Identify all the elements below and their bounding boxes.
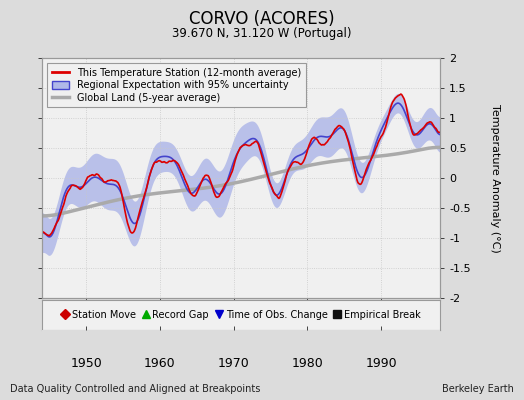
Text: 39.670 N, 31.120 W (Portugal): 39.670 N, 31.120 W (Portugal) — [172, 27, 352, 40]
Text: CORVO (ACORES): CORVO (ACORES) — [189, 10, 335, 28]
Legend: This Temperature Station (12-month average), Regional Expectation with 95% uncer: This Temperature Station (12-month avera… — [47, 63, 306, 108]
Legend: Station Move, Record Gap, Time of Obs. Change, Empirical Break: Station Move, Record Gap, Time of Obs. C… — [58, 307, 424, 323]
Y-axis label: Temperature Anomaly (°C): Temperature Anomaly (°C) — [490, 104, 500, 252]
Text: Data Quality Controlled and Aligned at Breakpoints: Data Quality Controlled and Aligned at B… — [10, 384, 261, 394]
Text: Berkeley Earth: Berkeley Earth — [442, 384, 514, 394]
